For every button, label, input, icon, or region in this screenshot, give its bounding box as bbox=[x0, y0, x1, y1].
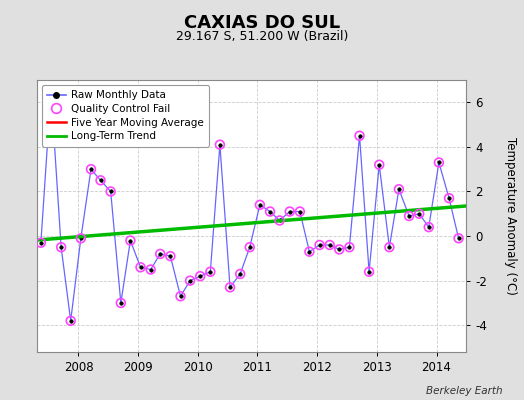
Point bbox=[315, 242, 324, 248]
Point bbox=[206, 268, 214, 275]
Point bbox=[435, 159, 443, 166]
Point bbox=[47, 88, 55, 94]
Point bbox=[276, 217, 284, 224]
Point bbox=[256, 202, 264, 208]
Point bbox=[147, 266, 155, 273]
Point bbox=[87, 166, 95, 172]
Legend: Raw Monthly Data, Quality Control Fail, Five Year Moving Average, Long-Term Tren: Raw Monthly Data, Quality Control Fail, … bbox=[42, 85, 209, 146]
Point bbox=[345, 244, 354, 250]
Point bbox=[286, 208, 294, 215]
Point bbox=[325, 242, 334, 248]
Point bbox=[246, 244, 254, 250]
Point bbox=[375, 162, 384, 168]
Point bbox=[415, 210, 423, 217]
Point bbox=[67, 318, 75, 324]
Point bbox=[335, 246, 343, 253]
Y-axis label: Temperature Anomaly (°C): Temperature Anomaly (°C) bbox=[504, 137, 517, 295]
Point bbox=[296, 208, 304, 215]
Point bbox=[355, 132, 364, 139]
Point bbox=[126, 237, 135, 244]
Point bbox=[196, 273, 204, 279]
Point bbox=[405, 213, 413, 219]
Point bbox=[385, 244, 394, 250]
Point bbox=[186, 278, 194, 284]
Point bbox=[365, 268, 373, 275]
Text: CAXIAS DO SUL: CAXIAS DO SUL bbox=[184, 14, 340, 32]
Point bbox=[445, 195, 453, 201]
Point bbox=[236, 271, 244, 277]
Point bbox=[37, 240, 45, 246]
Point bbox=[226, 284, 234, 290]
Point bbox=[106, 188, 115, 195]
Point bbox=[57, 244, 66, 250]
Point bbox=[156, 251, 165, 257]
Point bbox=[424, 224, 433, 230]
Point bbox=[136, 264, 145, 270]
Point bbox=[395, 186, 403, 192]
Text: Berkeley Earth: Berkeley Earth bbox=[427, 386, 503, 396]
Point bbox=[454, 235, 463, 242]
Point bbox=[305, 248, 313, 255]
Point bbox=[216, 142, 224, 148]
Text: 29.167 S, 51.200 W (Brazil): 29.167 S, 51.200 W (Brazil) bbox=[176, 30, 348, 43]
Point bbox=[96, 177, 105, 184]
Point bbox=[166, 253, 174, 259]
Point bbox=[117, 300, 125, 306]
Point bbox=[77, 235, 85, 242]
Point bbox=[176, 293, 184, 300]
Point bbox=[266, 208, 274, 215]
